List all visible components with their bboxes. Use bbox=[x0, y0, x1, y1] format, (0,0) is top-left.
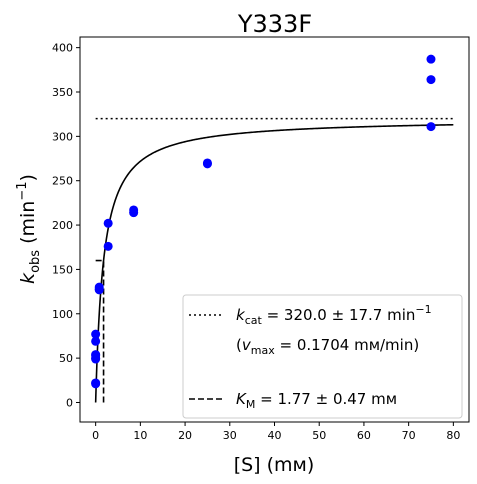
y-tick-label: 100 bbox=[52, 308, 73, 321]
y-axis-label: kobs (min−1) bbox=[15, 174, 43, 284]
x-tick-label: 40 bbox=[268, 429, 282, 442]
x-tick-label: 50 bbox=[312, 429, 326, 442]
x-axis-label: [S] (mм) bbox=[234, 454, 315, 476]
data-point bbox=[91, 378, 101, 388]
x-tick-label: 60 bbox=[357, 429, 371, 442]
legend-km-label: KM = 1.77 ± 0.47 mм bbox=[236, 390, 397, 411]
y-axis-ticks: 0 50 100 150 200 250 300 350 400 bbox=[52, 42, 80, 409]
legend-kcat-label: kcat = 320.0 ± 17.7 min−1 bbox=[236, 303, 432, 327]
data-point bbox=[103, 241, 113, 251]
data-point bbox=[426, 122, 436, 132]
x-axis-ticks: 0 10 20 30 40 50 60 70 80 bbox=[92, 422, 460, 442]
data-points bbox=[91, 54, 436, 389]
y-tick-label: 150 bbox=[52, 263, 73, 276]
x-tick-label: 0 bbox=[92, 429, 99, 442]
y-tick-label: 300 bbox=[52, 130, 73, 143]
data-point bbox=[129, 205, 139, 215]
x-tick-label: 30 bbox=[223, 429, 237, 442]
y-tick-label: 350 bbox=[52, 86, 73, 99]
chart-title: Y333F bbox=[237, 10, 312, 38]
y-tick-label: 400 bbox=[52, 42, 73, 55]
y-tick-label: 250 bbox=[52, 175, 73, 188]
x-tick-label: 10 bbox=[133, 429, 147, 442]
data-point bbox=[103, 218, 113, 228]
legend-box bbox=[182, 294, 463, 419]
y-tick-label: 200 bbox=[52, 219, 73, 232]
x-tick-label: 20 bbox=[178, 429, 192, 442]
data-point bbox=[91, 350, 101, 360]
legend: kcat = 320.0 ± 17.7 min−1 (vmax = 0.1704… bbox=[182, 294, 463, 419]
legend-vmax-label: (vmax = 0.1704 mм/min) bbox=[236, 336, 419, 357]
data-point bbox=[202, 158, 212, 168]
y-tick-label: 50 bbox=[59, 352, 73, 365]
x-tick-label: 70 bbox=[402, 429, 416, 442]
data-point bbox=[91, 329, 101, 339]
data-point bbox=[426, 75, 436, 85]
data-point bbox=[91, 336, 101, 346]
y-tick-label: 0 bbox=[66, 396, 73, 409]
data-point bbox=[94, 282, 104, 292]
data-point bbox=[426, 54, 436, 64]
x-tick-label: 80 bbox=[446, 429, 460, 442]
